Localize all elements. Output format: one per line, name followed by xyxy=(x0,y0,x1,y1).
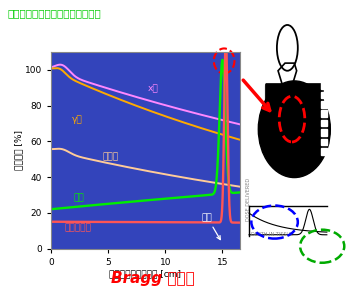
Text: γ線: γ線 xyxy=(72,115,82,124)
Text: 中性子: 中性子 xyxy=(102,152,118,161)
Text: x線: x線 xyxy=(148,84,159,93)
Bar xyxy=(321,148,327,155)
Bar xyxy=(321,82,327,89)
Text: 放射線の生体内における線量分布: 放射線の生体内における線量分布 xyxy=(7,9,101,19)
Bar xyxy=(321,101,327,108)
Text: DEPTH IN TISSUE: DEPTH IN TISSUE xyxy=(251,232,293,237)
FancyBboxPatch shape xyxy=(265,84,323,132)
Text: 陽子: 陽子 xyxy=(74,193,85,202)
Bar xyxy=(321,110,327,117)
Text: 病屢: 病屢 xyxy=(202,213,220,240)
Y-axis label: 相対線量 [%]: 相対線量 [%] xyxy=(14,130,23,170)
Bar xyxy=(321,129,327,136)
Text: 炭素イオン: 炭素イオン xyxy=(65,224,91,233)
Ellipse shape xyxy=(258,81,330,177)
Text: DOSE DELIVERED: DOSE DELIVERED xyxy=(245,178,250,221)
Bar xyxy=(321,92,327,98)
Bar xyxy=(321,139,327,145)
X-axis label: 身体表面からの深さ [cm]: 身体表面からの深さ [cm] xyxy=(109,269,181,278)
Bar xyxy=(321,120,327,127)
Text: Bragg ピーク: Bragg ピーク xyxy=(111,271,194,286)
